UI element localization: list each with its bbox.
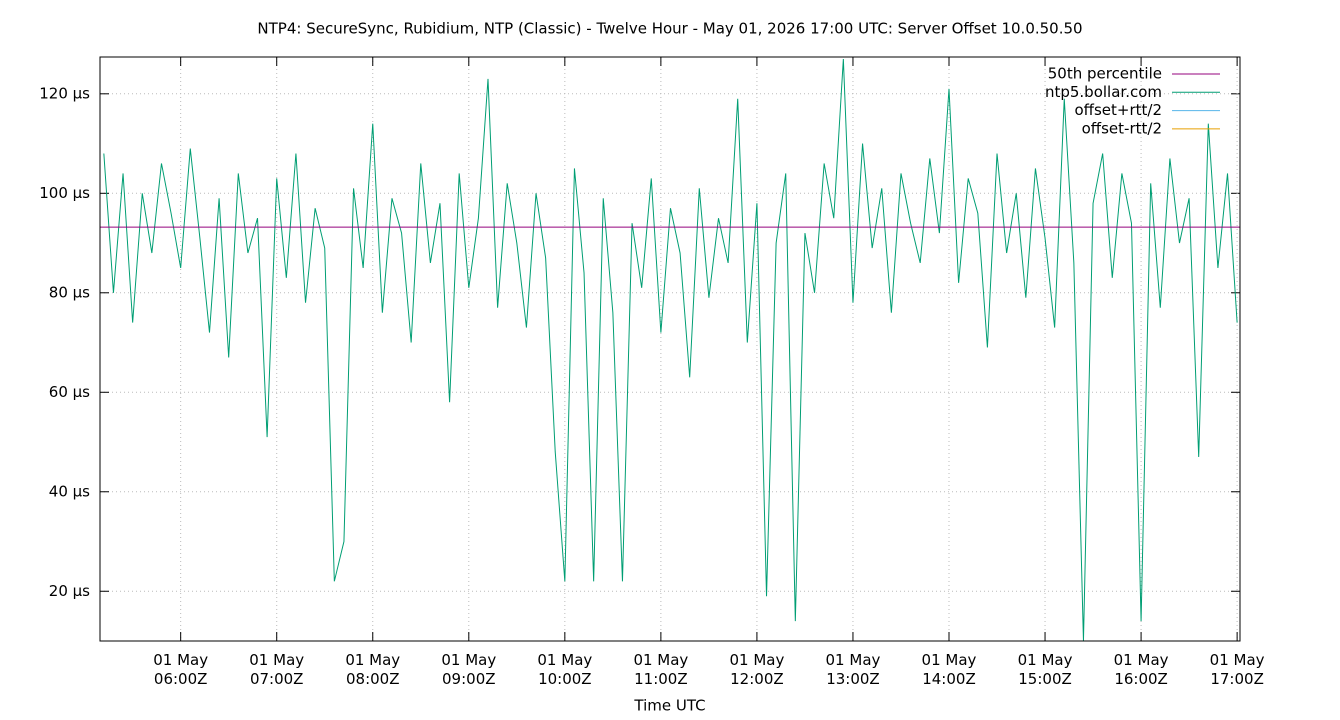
x-tick-label: 01 May 06:00Z xyxy=(153,651,209,688)
y-tick-label: 120 µs xyxy=(39,84,90,102)
x-tick-label: 01 May 07:00Z xyxy=(249,651,305,688)
x-tick-label: 01 May 09:00Z xyxy=(441,651,497,688)
x-tick-label: 01 May 12:00Z xyxy=(729,651,785,688)
y-tick-label: 40 µs xyxy=(49,482,90,500)
y-tick-label: 20 µs xyxy=(49,582,90,600)
legend-label: offset+rtt/2 xyxy=(1074,101,1162,119)
x-tick-label: 01 May 10:00Z xyxy=(537,651,593,688)
x-tick-label: 01 May 08:00Z xyxy=(345,651,401,688)
x-tick-label: 01 May 13:00Z xyxy=(825,651,881,688)
legend-label: offset-rtt/2 xyxy=(1082,119,1162,137)
x-tick-label: 01 May 16:00Z xyxy=(1113,651,1169,688)
x-tick-label: 01 May 14:00Z xyxy=(921,651,977,688)
legend-label: ntp5.bollar.com xyxy=(1045,83,1162,101)
x-tick-label: 01 May 11:00Z xyxy=(633,651,689,688)
series-line xyxy=(103,58,1238,641)
chart-title: NTP4: SecureSync, Rubidium, NTP (Classic… xyxy=(257,20,1082,38)
x-tick-label: 01 May 15:00Z xyxy=(1017,651,1073,688)
y-tick-label: 80 µs xyxy=(49,283,90,301)
plot-border xyxy=(99,56,1241,642)
x-axis-label: Time UTC xyxy=(633,697,705,715)
y-tick-label: 60 µs xyxy=(49,383,90,401)
y-tick-label: 100 µs xyxy=(39,184,90,202)
x-tick-label: 01 May 17:00Z xyxy=(1209,651,1265,688)
legend-label: 50th percentile xyxy=(1048,65,1162,83)
